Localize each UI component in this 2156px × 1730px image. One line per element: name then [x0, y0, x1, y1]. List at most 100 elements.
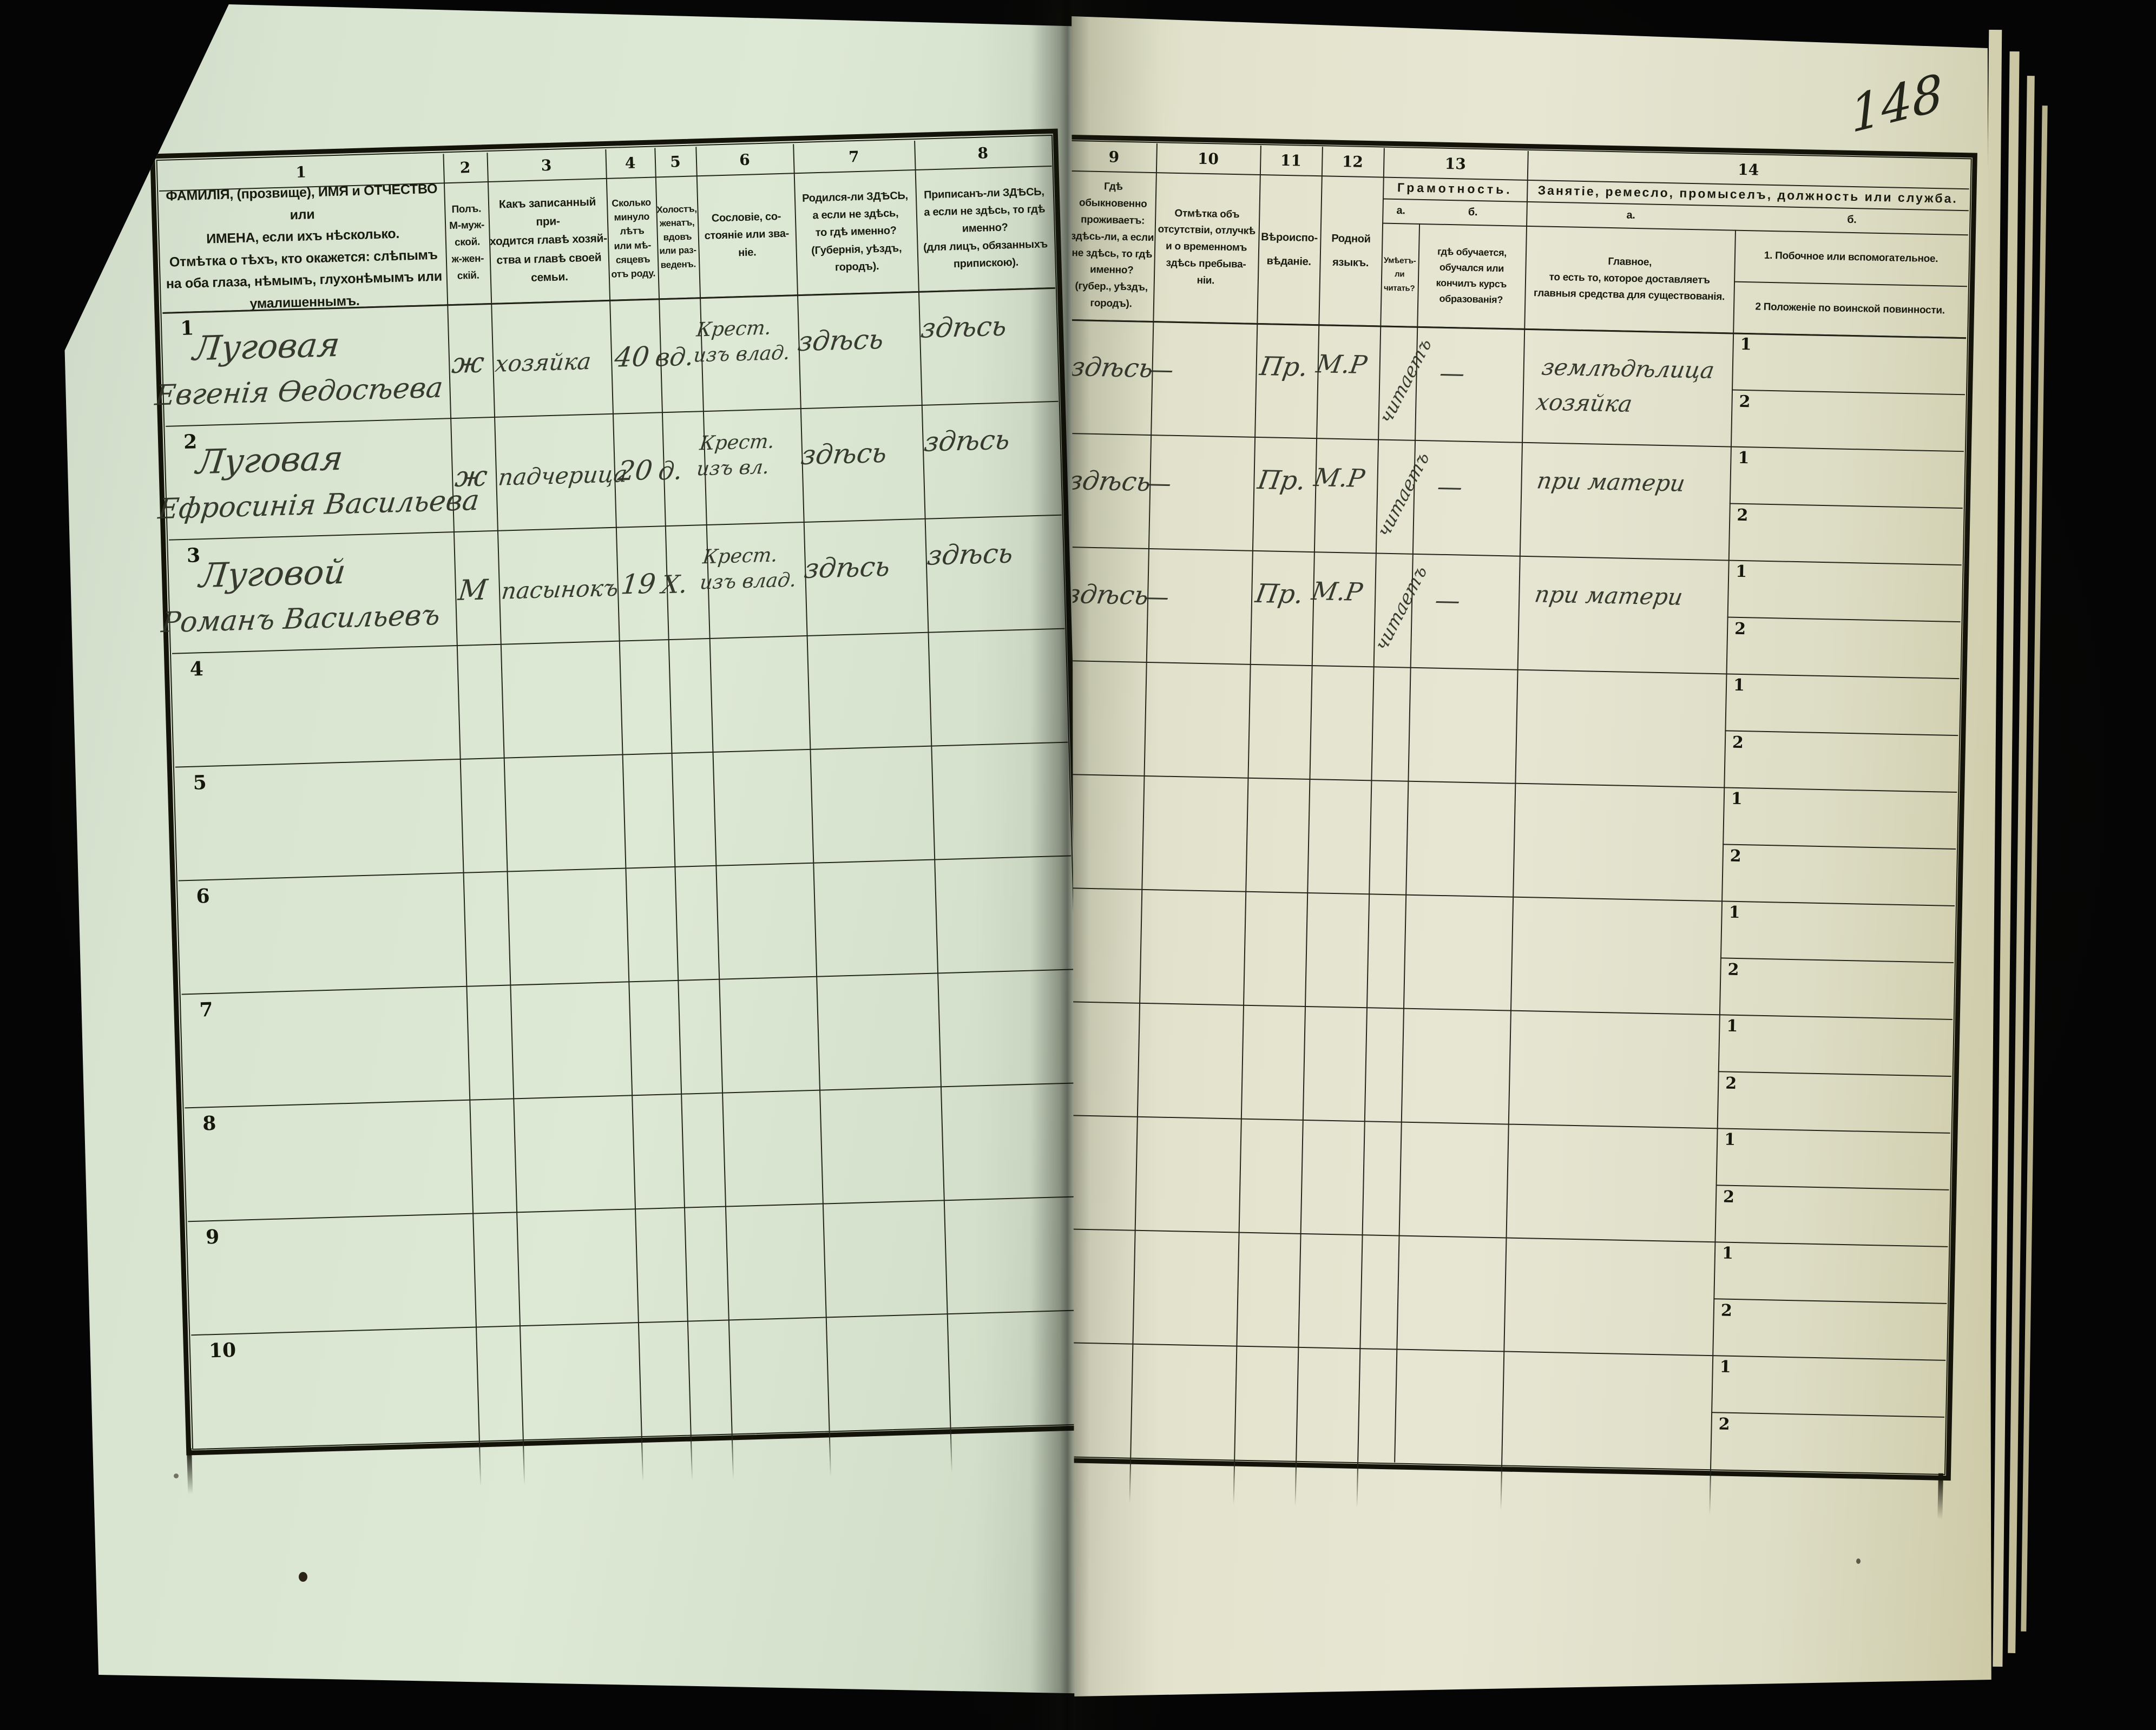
col-header-absence: Отмѣтка объ отсутствіи, отлучкѣ и о врем…	[1158, 207, 1256, 286]
cell-given-names: Романъ Васильевъ	[160, 598, 442, 640]
subrow-label-1: 1	[1738, 448, 1750, 468]
cell-registered: здѣсь	[922, 424, 1012, 458]
row-number: 1	[180, 317, 194, 340]
subrow-label-1: 1	[1719, 1357, 1732, 1377]
right-table: 9 10 11 12 13 14 Гдѣ обыкновенно прожива…	[1066, 134, 1977, 1519]
rule-tail	[1937, 1473, 1943, 1519]
row-number: 8	[202, 1111, 216, 1135]
table-row: 1 2	[1072, 1228, 1948, 1360]
cell-surname: Луговая	[194, 438, 345, 482]
cell-born-here: здѣсь	[799, 437, 889, 471]
rule-tail	[187, 1448, 193, 1495]
handwritten-page-number: 148	[1848, 63, 1945, 144]
subrow-rule	[1727, 616, 1961, 623]
cell-native-language: М.Р	[1312, 463, 1367, 493]
cell-estate: Крест. изъ влад.	[692, 317, 791, 367]
row-number: 9	[205, 1225, 220, 1249]
cell-sex: ж	[453, 460, 489, 494]
cell-given-names: Евгенія Ѳедосѣева	[153, 371, 445, 412]
left-page: 1 2 3 4 5 6 7 8 ФАМИЛІЯ, (прозвище), ИМЯ…	[64, 4, 1086, 1694]
row-number: 6	[195, 884, 211, 908]
table-row: 1 2 здѣсь — Пр. М.Р читаетъ — при матери	[1066, 432, 1964, 564]
col-header-estate: Сословіе, со- стояніе или зва- ніе.	[704, 210, 790, 259]
cell-surname: Луговой	[197, 551, 348, 596]
table-row: 1 2	[1072, 1341, 1946, 1474]
col-number-10: 10	[1197, 149, 1219, 168]
col-number-8: 8	[977, 144, 989, 162]
col14a-label: а.	[1626, 209, 1635, 222]
cell-religion: Пр.	[1253, 578, 1306, 610]
cell-relation: хозяйка	[494, 347, 593, 377]
rule-tail	[478, 1440, 482, 1486]
rule-tail	[522, 1439, 525, 1485]
subrow-rule	[1725, 730, 1958, 736]
subrow-label-1: 1	[1728, 903, 1740, 923]
table-row: 1 2	[1072, 1114, 1950, 1246]
subrow-label-2: 2	[1727, 960, 1739, 980]
col-header-marital: Холостъ, женатъ, вдовъ или раз- веденъ.	[656, 203, 697, 270]
rule-tail	[1356, 1462, 1359, 1508]
cell-relation: падчерица	[497, 461, 629, 491]
rule-tail	[1709, 1469, 1712, 1515]
left-rows: 1 Луговая Евгенія Ѳедосѣева ж хозяйка 40…	[153, 287, 1086, 1448]
cell-resides-here: здѣсь	[1068, 352, 1156, 384]
col-number-7: 7	[848, 147, 860, 166]
col-number-12: 12	[1342, 153, 1364, 171]
cell-estate: Крест. изъ вл.	[695, 430, 776, 481]
subrow-rule	[1720, 957, 1954, 963]
col-number-6: 6	[739, 150, 751, 169]
cell-given-names: Ефросинія Васильева	[156, 484, 481, 526]
rule-tail	[829, 1430, 831, 1477]
col-number-3: 3	[541, 156, 552, 175]
col13a-header-can-read: Умѣетъ- ли читать?	[1383, 255, 1416, 293]
col13b-header-education: гдѣ обучается, обучался или кончилъ курс…	[1436, 246, 1507, 306]
subrow-rule	[1732, 389, 1965, 396]
cell-marital: вд.	[654, 341, 695, 372]
rule-tail	[690, 1434, 693, 1481]
col-number-4: 4	[625, 154, 636, 172]
rule-tail	[1129, 1457, 1132, 1503]
cell-religion: Пр.	[1256, 465, 1308, 496]
cell-absence-note: —	[1146, 354, 1176, 384]
cell-education: —	[1437, 358, 1467, 388]
row-number: 5	[193, 771, 207, 794]
col14b-header-secondary: 1. Побочное или вспомогательное.	[1764, 249, 1938, 265]
col-header-registered: Приписанъ-ли ЗДѢСЬ, а если не здѣсь, то …	[923, 185, 1048, 271]
col-header-born-here: Родился-ли ЗДѢСЬ, а если не здѣсь, то гд…	[801, 189, 909, 274]
subrow-label-1: 1	[1721, 1244, 1734, 1263]
cell-native-language: М.Р	[1310, 576, 1365, 607]
table-row: 10	[191, 1310, 1086, 1448]
table-row: 1 2	[1072, 773, 1957, 905]
rule-tail	[731, 1433, 734, 1479]
col-number-11: 11	[1280, 151, 1302, 170]
cell-education: —	[1435, 471, 1465, 502]
cell-native-language: М.Р	[1314, 349, 1369, 379]
col-header-language: Родной языкъ.	[1331, 232, 1371, 269]
subrow-label-2: 2	[1718, 1415, 1730, 1434]
col-number-2: 2	[459, 158, 471, 177]
col13-title-literacy: Грамотность.	[1397, 180, 1513, 197]
subrow-label-2: 2	[1730, 846, 1741, 866]
subrow-label-1: 1	[1735, 562, 1747, 582]
rule-tail	[1294, 1460, 1297, 1507]
col-number-13: 13	[1444, 154, 1467, 173]
subrow-label-1: 1	[1731, 789, 1743, 809]
cell-resides-here: здѣсь	[1066, 465, 1153, 497]
col-header-relation: Какъ записанный при- ходится главѣ хозяй…	[489, 195, 608, 284]
cell-born-here: здѣсь	[802, 550, 892, 585]
col-header-religion: Вѣроиспо- вѣданіе.	[1261, 231, 1318, 268]
cell-registered: здѣсь	[919, 310, 1009, 344]
right-rows: 1 2 здѣсь — Пр. М.Р читаетъ — землѣдѣлиц…	[1066, 319, 1967, 1474]
rule-tail	[950, 1427, 952, 1474]
subrow-rule	[1713, 1298, 1947, 1304]
cell-age: 20	[616, 454, 654, 487]
cell-age: 19	[619, 568, 658, 601]
cell-registered: здѣсь	[925, 537, 1015, 571]
table-row: 1 2 здѣсь — Пр. М.Р читаетъ — землѣдѣлиц…	[1068, 319, 1967, 451]
col-number-5: 5	[669, 153, 681, 171]
cell-literacy: читаетъ	[1373, 447, 1434, 542]
subrow-label-2: 2	[1739, 392, 1751, 412]
subrow-label-2: 2	[1723, 1187, 1735, 1207]
cell-absence-note: —	[1144, 468, 1174, 498]
cell-born-here: здѣсь	[796, 323, 885, 358]
